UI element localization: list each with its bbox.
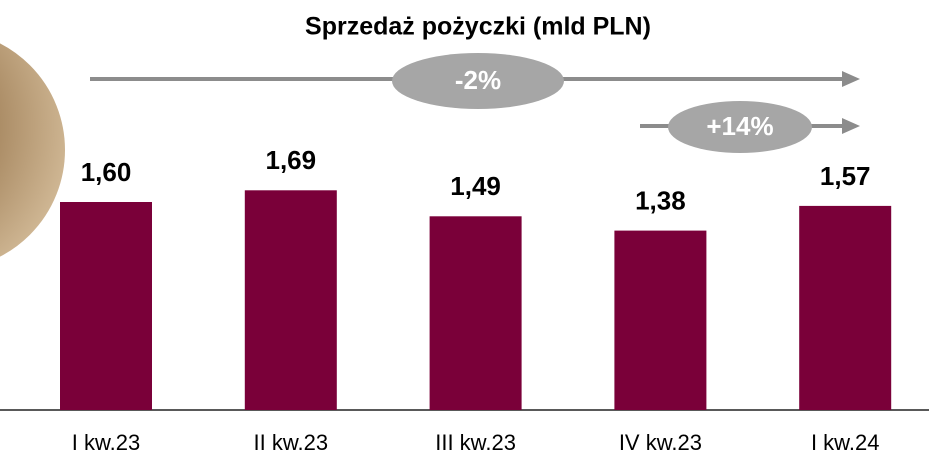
x-tick-label: I kw.23 bbox=[72, 430, 140, 455]
bar bbox=[799, 205, 892, 410]
bar bbox=[244, 190, 337, 410]
value-label: 1,57 bbox=[820, 161, 871, 191]
value-label: 1,60 bbox=[81, 157, 132, 187]
value-label: 1,38 bbox=[635, 185, 686, 215]
trend-arrow: -2% bbox=[90, 53, 860, 109]
value-label: 1,49 bbox=[450, 171, 501, 201]
bar bbox=[60, 202, 152, 410]
chart-title: Sprzedaż pożyczki (mld PLN) bbox=[305, 13, 651, 41]
x-tick-label: II kw.23 bbox=[254, 430, 329, 455]
trend-arrow: +14% bbox=[640, 101, 860, 153]
x-tick-label: I kw.24 bbox=[811, 430, 879, 455]
x-tick-label: IV kw.23 bbox=[619, 430, 702, 455]
value-label: 1,69 bbox=[265, 145, 316, 175]
annotation: +14% bbox=[706, 111, 773, 141]
x-tick-label: III kw.23 bbox=[435, 430, 516, 455]
bar bbox=[614, 230, 707, 410]
annotation: -2% bbox=[455, 65, 501, 95]
photo bbox=[0, 38, 69, 262]
bar bbox=[429, 216, 522, 410]
